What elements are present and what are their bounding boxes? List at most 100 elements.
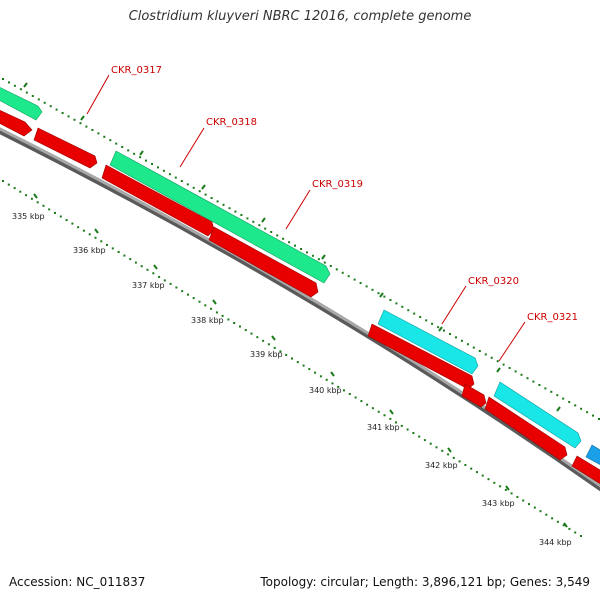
outer-major-ticks — [23, 82, 561, 412]
scale-dot — [19, 190, 22, 193]
scale-dot — [458, 460, 461, 463]
scale-dot — [360, 400, 363, 403]
inner-tick — [94, 228, 99, 234]
scale-dot — [580, 407, 583, 410]
scale-dot — [443, 329, 445, 332]
scale-dot — [574, 531, 577, 534]
scale-dot — [371, 407, 374, 410]
scale-dot — [151, 163, 153, 165]
scale-dot — [354, 396, 357, 399]
scale-dot — [580, 535, 582, 537]
scale-dot — [210, 197, 213, 199]
scale-dot — [441, 449, 444, 452]
scale-dot — [111, 247, 114, 250]
scale-dot — [121, 146, 124, 148]
scale-dot — [204, 304, 207, 307]
scale-dot — [592, 414, 594, 417]
outer-tick — [556, 406, 561, 412]
scale-dot — [447, 453, 450, 456]
scale-dot — [308, 368, 311, 371]
scale-dot — [103, 135, 106, 138]
scale-dot — [117, 251, 120, 253]
scale-dot — [452, 456, 455, 459]
scale-dot — [13, 84, 16, 87]
scale-dot — [551, 517, 554, 520]
leader-line — [179, 127, 205, 168]
scale-dot — [192, 297, 195, 300]
scale-dot — [481, 474, 484, 477]
scale-dot — [314, 371, 317, 374]
gene-labels: CKR_0317 CKR_0318 CKR_0319 CKR_0320 CKR_… — [111, 65, 578, 323]
scale-dot — [175, 286, 178, 289]
scale-dot — [187, 293, 189, 296]
scale-dot — [37, 98, 40, 101]
scale-dot — [94, 236, 97, 239]
scale-dot — [490, 356, 493, 359]
scale-dot — [504, 488, 507, 491]
scale-dot — [412, 432, 415, 434]
scale-dot — [54, 211, 56, 214]
scale-dot — [240, 214, 243, 216]
scale-dot — [180, 180, 183, 182]
scale-dot — [2, 180, 4, 182]
backbone — [0, 127, 600, 492]
scale-dot — [169, 282, 172, 285]
scale-dot — [496, 360, 499, 363]
scale-dot — [319, 375, 322, 378]
scale-dot — [77, 226, 80, 229]
outer-tick — [321, 254, 326, 260]
feature-arrow — [101, 164, 215, 237]
scale-dot — [419, 316, 422, 318]
scale-dot — [162, 169, 165, 172]
inner-major-ticks — [33, 193, 568, 528]
outer-feature-track — [0, 87, 600, 465]
scale-dot — [192, 186, 195, 189]
scale-dot — [244, 329, 247, 332]
scale-dot — [400, 424, 403, 427]
scale-dot — [282, 237, 285, 240]
tick-label: 338 kbp — [191, 316, 224, 325]
scale-dot — [25, 91, 28, 94]
accession-label: Accession: NC_011837 — [9, 575, 146, 589]
scale-dot — [216, 200, 219, 203]
feature-arrow — [571, 455, 600, 485]
scale-dot — [134, 261, 137, 264]
scale-labels: 335 kbp 336 kbp 337 kbp 338 kbp 339 kbp … — [12, 212, 572, 547]
scale-dot — [464, 464, 467, 466]
scale-dot — [48, 208, 51, 211]
genome-summary: Topology: circular; Length: 3,896,121 bp… — [260, 575, 590, 589]
backbone-shadow — [0, 127, 600, 492]
scale-dot — [306, 251, 308, 254]
scale-dot — [19, 88, 22, 91]
scale-dot — [7, 183, 10, 186]
scale-dot — [556, 394, 559, 397]
tick-label: 336 kbp — [73, 246, 106, 255]
outer-tick — [201, 184, 206, 190]
scale-dot — [234, 210, 237, 213]
scale-dot — [2, 78, 4, 80]
feature-arrow — [367, 323, 475, 390]
scale-dot — [383, 295, 386, 298]
gene-label-ckr-0321: CKR_0321 — [527, 312, 578, 323]
inner-tick — [153, 264, 158, 270]
scale-dot — [401, 305, 404, 308]
inner-tick — [271, 335, 276, 341]
scale-dot — [353, 278, 356, 281]
scale-dot — [359, 282, 362, 284]
scale-dot — [425, 319, 428, 322]
gene-label-ckr-0317: CKR_0317 — [111, 65, 162, 76]
gene-label-ckr-0319: CKR_0319 — [312, 179, 363, 190]
scale-dot — [204, 193, 207, 196]
scale-dot — [140, 265, 143, 268]
scale-dot — [389, 299, 392, 301]
scale-dot — [377, 410, 380, 413]
scale-dot — [502, 363, 505, 366]
scale-dot — [198, 190, 201, 193]
scale-dot — [25, 194, 28, 197]
scale-dot — [343, 389, 345, 392]
feature-arrow — [0, 110, 33, 137]
scale-dot — [59, 215, 62, 218]
scale-dot — [267, 343, 270, 346]
scale-dot — [129, 258, 132, 261]
scale-dot — [221, 314, 224, 317]
